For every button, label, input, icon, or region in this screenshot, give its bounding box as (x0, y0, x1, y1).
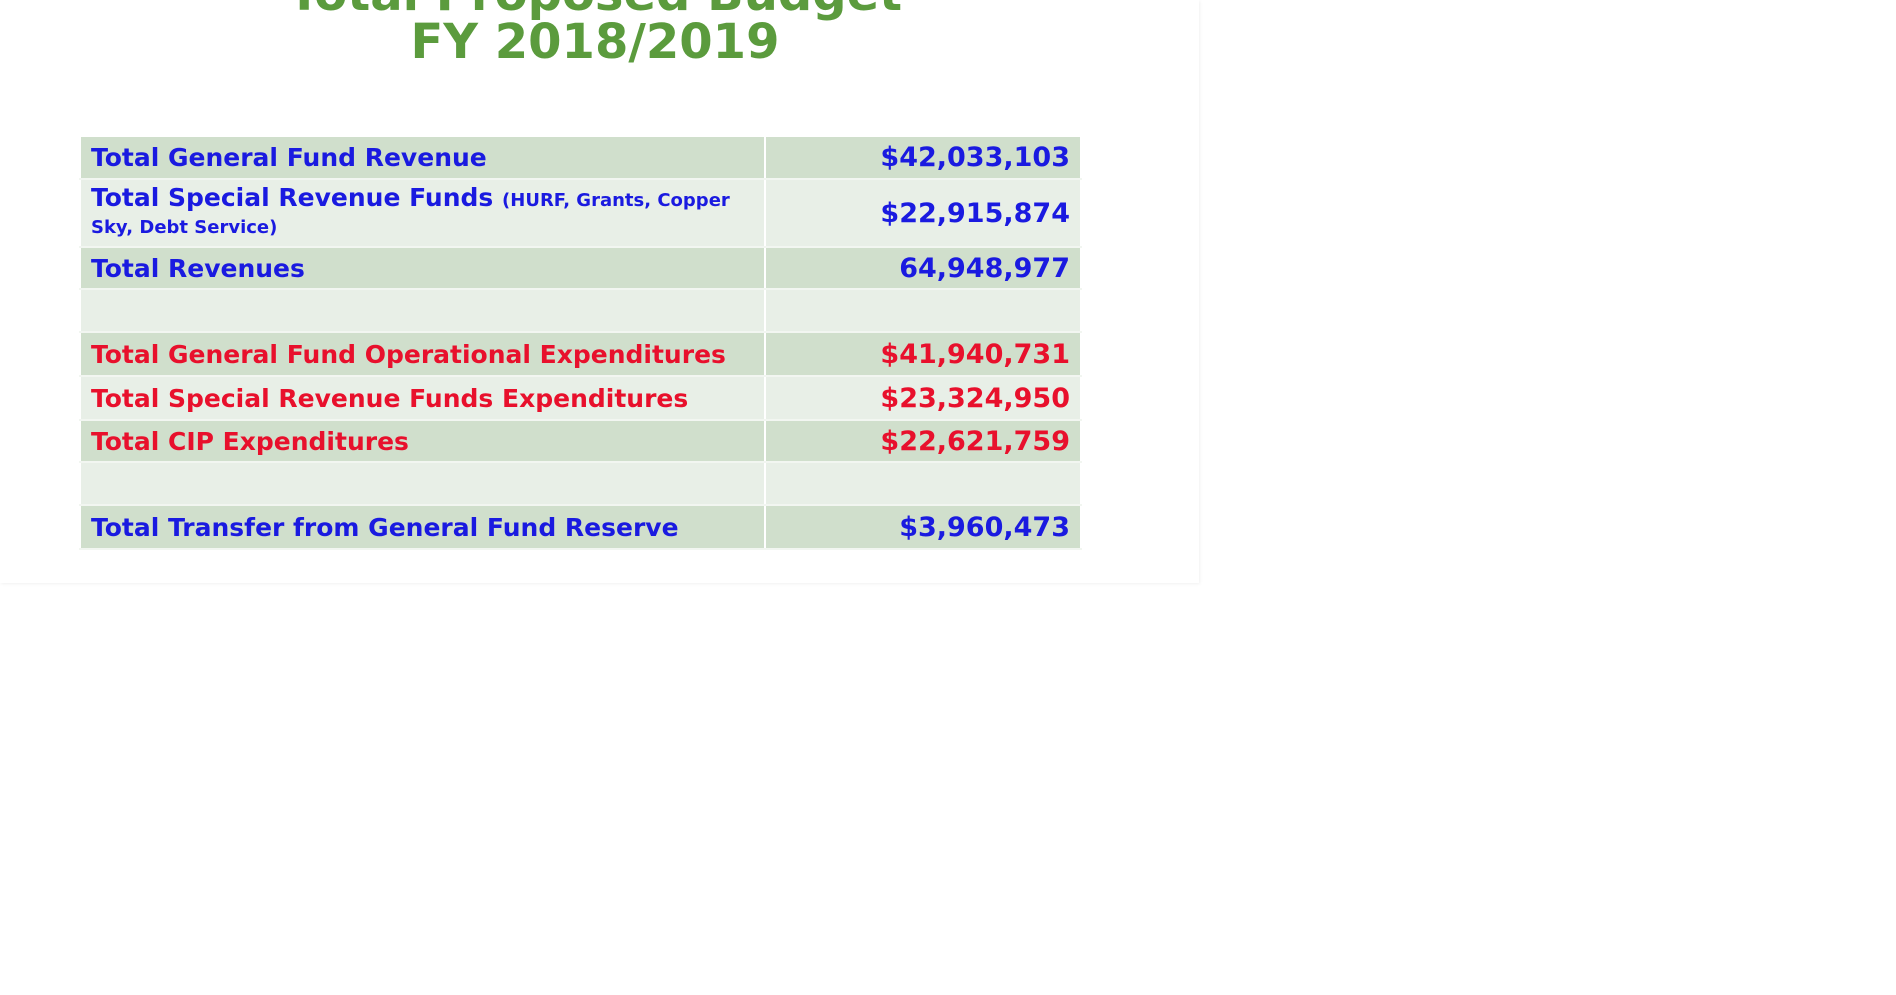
row: Total General Fund Revenue $42,033,103 (79, 137, 1082, 180)
value: $22,915,874 (764, 179, 1082, 248)
value: $3,960,473 (764, 505, 1082, 550)
label: Total General Fund Operational Expenditu… (79, 332, 766, 377)
value: 64,948,977 (764, 247, 1082, 290)
row: Total Special Revenue Funds (HURF, Grant… (79, 179, 1082, 248)
value: $41,940,731 (764, 332, 1082, 377)
label: Total Transfer from General Fund Reserve (79, 505, 766, 550)
note: (HURF, Grants, Copper Sky, Debt Service) (91, 190, 730, 238)
label: Total Special Revenue Funds (HURF, Grant… (79, 179, 766, 248)
row: Total Revenues 64,948,977 (79, 247, 1082, 290)
label: Total General Fund Revenue (79, 137, 766, 180)
row: Total Special Revenue Funds Expenditures… (79, 376, 1082, 421)
spacer-row (79, 289, 1082, 333)
title: Total Proposed Budget (0, 0, 1190, 20)
value: $42,033,103 (764, 137, 1082, 180)
cell (79, 462, 766, 506)
label: Total Revenues (79, 247, 766, 290)
row: Total General Fund Operational Expenditu… (79, 332, 1082, 377)
cell (764, 289, 1082, 333)
slide: Total Proposed Budget FY 2018/2019 Total… (0, 0, 1199, 583)
row: Total Transfer from General Fund Reserve… (79, 505, 1082, 550)
value: $22,621,759 (764, 420, 1082, 463)
spacer-row (79, 462, 1082, 506)
label: Total CIP Expenditures (79, 420, 766, 463)
cell (764, 462, 1082, 506)
row: Total CIP Expenditures $22,621,759 (79, 420, 1082, 463)
subtitle: FY 2018/2019 (410, 14, 780, 70)
cell (79, 289, 766, 333)
value: $23,324,950 (764, 376, 1082, 421)
label: Total Special Revenue Funds Expenditures (79, 376, 766, 421)
label-text: Total Special Revenue Funds (91, 183, 494, 212)
budget-table: Total General Fund Revenue $42,033,103 T… (79, 137, 1082, 550)
